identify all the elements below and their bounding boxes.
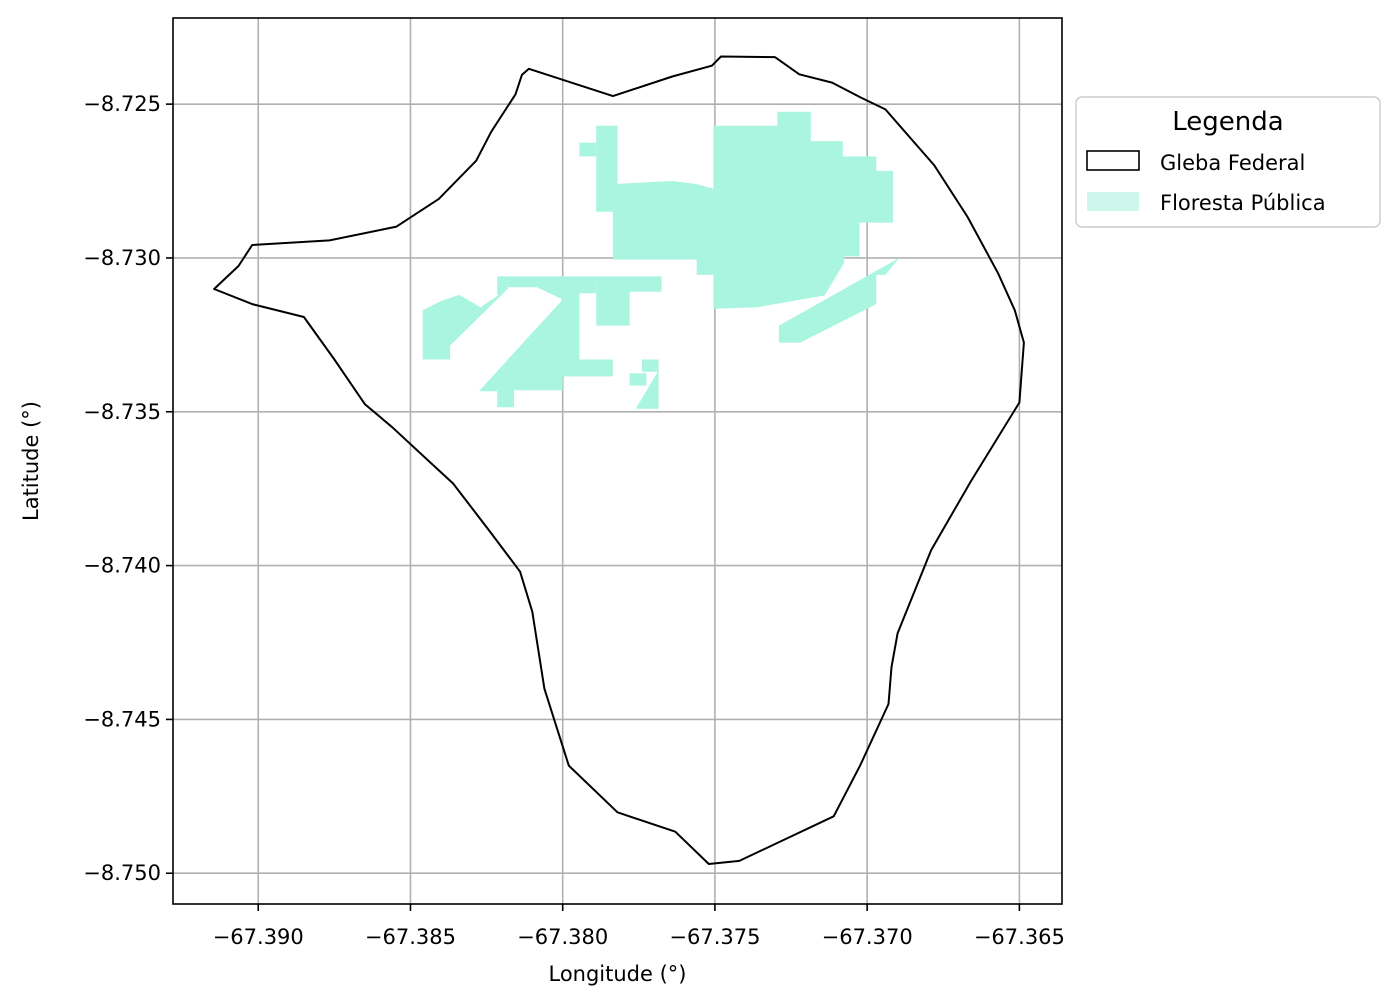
y-tick-label: −8.730 [83, 246, 161, 270]
floresta-publica-layer [422, 111, 900, 409]
floresta-publica-polygon [635, 370, 659, 409]
gleba-federal-layer [213, 55, 1025, 865]
x-tick-label: −67.375 [669, 925, 760, 949]
x-tick-label: −67.390 [213, 925, 304, 949]
floresta-publica-polygon [641, 359, 659, 372]
gleba-federal-outline [213, 55, 1025, 865]
x-axis-label: Longitude (°) [548, 962, 686, 986]
floresta-publica-polygon [479, 276, 613, 408]
floresta-publica-polygon [629, 373, 647, 386]
x-tick-label: −67.370 [822, 925, 913, 949]
plot-frame [172, 17, 1063, 905]
floresta-publica-polygon [596, 125, 618, 212]
x-tick-label: −67.385 [365, 925, 456, 949]
y-tick-label: −8.750 [83, 861, 161, 885]
floresta-publica-polygon [778, 258, 900, 343]
legend-label-floresta-publica: Floresta Pública [1160, 191, 1326, 215]
legend-label-gleba-federal: Gleba Federal [1160, 151, 1305, 175]
floresta-publica-polygon [497, 276, 508, 295]
y-axis-ticks: −8.725 −8.730 −8.735 −8.740 −8.745 −8.750 [83, 92, 173, 885]
legend: Legenda Gleba Federal Floresta Pública [1075, 96, 1381, 228]
y-tick-label: −8.725 [83, 92, 161, 116]
x-axis-ticks: −67.390 −67.385 −67.380 −67.375 −67.370 −67.3… [213, 904, 1065, 949]
grid [173, 18, 1062, 904]
floresta-publica-polygon [422, 288, 508, 360]
y-axis-label: Latitude (°) [19, 401, 43, 521]
legend-title: Legenda [1172, 107, 1283, 137]
floresta-publica-polygon [612, 111, 893, 309]
y-tick-label: −8.735 [83, 400, 161, 424]
floresta-publica-polygon [596, 276, 662, 326]
floresta-publica-polygon [579, 142, 597, 157]
legend-swatch-gleba-federal [1086, 150, 1140, 171]
legend-box [1075, 96, 1381, 228]
y-tick-label: −8.745 [83, 707, 161, 731]
x-tick-label: −67.380 [517, 925, 608, 949]
x-tick-label: −67.365 [974, 925, 1065, 949]
legend-swatch-floresta-publica [1087, 192, 1139, 211]
y-tick-label: −8.740 [83, 554, 161, 578]
